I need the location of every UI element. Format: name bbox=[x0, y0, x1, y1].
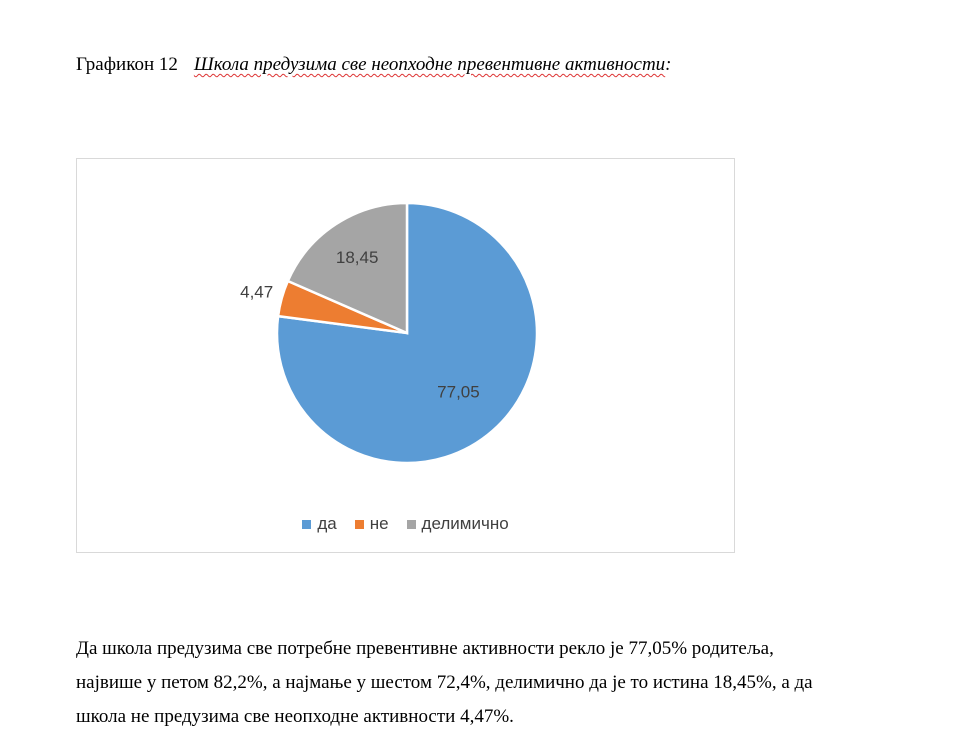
legend-swatch-ne bbox=[354, 519, 364, 529]
figure-title: Школа предузима све неопходне превентивн… bbox=[193, 54, 666, 75]
figure-caption: Графикон 12 Школа предузима све неопходне… bbox=[76, 54, 672, 76]
legend-label-ne: не bbox=[369, 514, 389, 533]
data-label-ne: 4,47 bbox=[240, 282, 273, 301]
legend-item-delimichno: делимично bbox=[406, 514, 509, 534]
paragraph-line: највише у петом 82,2%, а најмање у шесто… bbox=[76, 672, 813, 693]
legend-item-ne: не bbox=[354, 514, 389, 534]
legend-label-delimichno: делимично bbox=[421, 514, 509, 533]
figure-title-colon: : bbox=[665, 54, 672, 75]
figure-number: Графикон 12 bbox=[76, 54, 178, 75]
pie-chart-svg: 77,05 4,47 18,45 bbox=[240, 201, 539, 465]
pie-slice-delimichno bbox=[286, 201, 409, 335]
chart-legend: да не делимично bbox=[77, 514, 734, 534]
paragraph-line: школа не предузима све неопходне активно… bbox=[76, 706, 514, 727]
legend-swatch-da bbox=[302, 519, 312, 529]
legend-label-da: да bbox=[317, 514, 337, 533]
pie-slice-da bbox=[275, 201, 539, 465]
data-label-delimichno: 18,45 bbox=[336, 248, 379, 267]
data-label-da: 77,05 bbox=[437, 383, 480, 402]
legend-swatch-delimichno bbox=[406, 519, 416, 529]
pie-chart: 77,05 4,47 18,45 да не делимично bbox=[76, 158, 735, 553]
legend-item-da: да bbox=[302, 514, 337, 534]
body-paragraph: Да школа предузима све потребне превенти… bbox=[76, 632, 946, 734]
paragraph-line: Да школа предузима све потребне превенти… bbox=[76, 638, 774, 659]
